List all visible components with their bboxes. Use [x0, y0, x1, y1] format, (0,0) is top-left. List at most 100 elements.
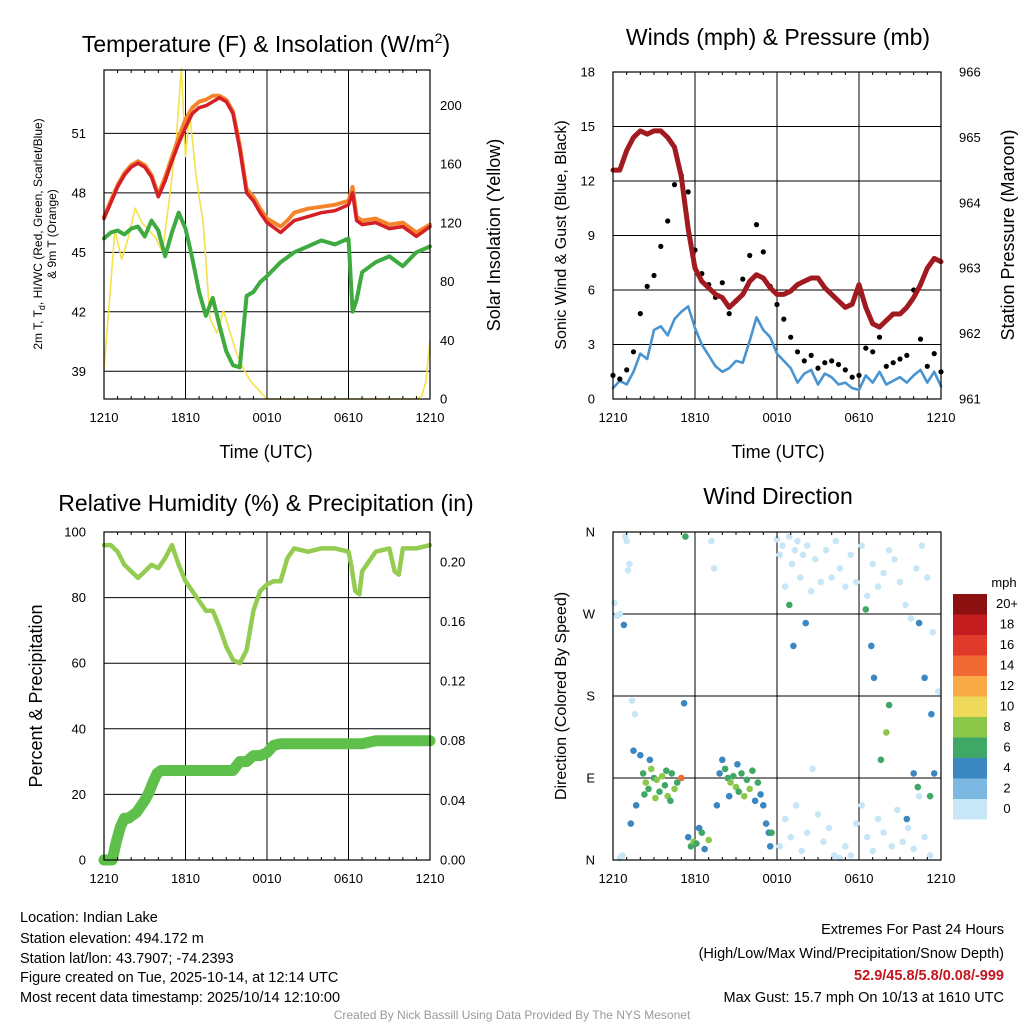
gust-point [781, 316, 787, 322]
direction-point [667, 797, 674, 805]
dewpoint-line [102, 210, 432, 370]
direction-point [642, 779, 650, 786]
gust-point [671, 182, 678, 188]
gust-point [740, 276, 746, 282]
direction-point [751, 797, 759, 805]
colorbar-label: 12 [1000, 678, 1014, 693]
temp-right-y-tick-label: 80 [440, 274, 454, 289]
humidity-panel: 1210 1810 0010 0610 1210 0 20 40 60 80 100 0.00 0.04… [64, 525, 465, 887]
temp-y-label-line2: & 9m T (Orange) [45, 189, 59, 279]
direction-point [768, 829, 775, 836]
direction-point [809, 765, 816, 773]
colorbar-label: 4 [1003, 760, 1010, 775]
colorbar-swatch [953, 614, 987, 635]
humidity-left-y-tick-label: 0 [79, 853, 86, 868]
direction-point [786, 533, 793, 540]
direction-point [888, 843, 896, 850]
direction-point [831, 852, 838, 859]
gust-point [637, 311, 643, 317]
gust-point [760, 249, 766, 255]
temperature-panel: 1210 1810 0010 0610 1210 39 42 45 48 51 0 40 80 120 16… [72, 67, 462, 425]
direction-point [926, 792, 934, 800]
direction-panel-title: Wind Direction [703, 483, 853, 509]
direction-point [762, 820, 770, 827]
colorbar-label: 0 [1003, 801, 1010, 816]
winds-y-label: Sonic Wind & Gust (Blue, Black) [553, 120, 570, 349]
direction-point [921, 674, 928, 682]
winds-right-y-tick-label: 961 [959, 392, 981, 407]
direction-point [880, 569, 887, 577]
direction-point [611, 599, 618, 607]
direction-point [807, 587, 815, 595]
gust-point [788, 334, 794, 340]
winds-panel: 1210 1810 0010 0610 1210 0 3 6 9 12 15 18 961 962 963 9… [581, 65, 981, 426]
direction-point [902, 601, 909, 609]
direction-point [624, 567, 632, 574]
direction-point [627, 820, 635, 827]
colorbar-swatch [953, 676, 987, 697]
temp-x-tick-label: 1210 [90, 410, 119, 425]
winds-left-y-tick-label: 18 [581, 65, 595, 80]
direction-y-tick-label: N [586, 525, 595, 540]
pressure-line [610, 128, 944, 330]
direction-point [787, 833, 794, 841]
colorbar-label: 2 [1003, 781, 1010, 796]
gust-point [808, 352, 814, 358]
direction-point [794, 537, 801, 545]
gust-point [815, 365, 821, 371]
direction-point [929, 628, 937, 636]
humidity-x-tick-label: 1210 [416, 871, 445, 886]
direction-point [803, 542, 811, 549]
winds-x-label: Time (UTC) [731, 442, 824, 462]
temp-right-y-tick-label: 0 [440, 392, 447, 407]
gust-point [747, 252, 753, 259]
direction-point [796, 574, 804, 581]
direction-point [935, 688, 942, 695]
direction-point [921, 833, 928, 841]
temp-x-tick-label: 1210 [416, 410, 445, 425]
humidity-x-tick-label: 1810 [171, 871, 200, 886]
humidity-left-y-tick-label: 40 [72, 721, 86, 736]
gust-point [829, 358, 835, 364]
direction-point [836, 565, 844, 572]
direction-point [930, 770, 938, 777]
winds-left-y-tick-label: 3 [588, 337, 595, 352]
direction-panel: 1210 1810 0010 0610 1210 N E S W N [583, 525, 956, 887]
humidity-panel-title: Relative Humidity (%) & Precipitation (i… [58, 490, 473, 516]
temp-y-label-line1: 2m T, Td, HI/WC (Red, Green, Scarlet/Blu… [31, 118, 47, 349]
direction-point [896, 578, 904, 586]
gust-point [624, 367, 630, 373]
direction-point [915, 619, 923, 627]
gust-point [863, 345, 869, 351]
direction-point [656, 788, 663, 795]
direction-point [820, 838, 827, 846]
temp-left-y-tick-label: 48 [72, 185, 86, 200]
winds-right-y-tick-label: 966 [959, 65, 981, 80]
humidity-right-y-tick-label: 0.16 [440, 614, 465, 629]
direction-point [779, 542, 786, 549]
gust-point [870, 349, 876, 355]
sonic-wind-line [611, 305, 943, 392]
direction-point [858, 802, 865, 809]
direction-point [910, 770, 917, 777]
direction-point [904, 824, 912, 832]
direction-point [877, 756, 885, 764]
colorbar-label: 20+ [996, 596, 1018, 611]
direction-point [749, 767, 756, 774]
gust-point [904, 352, 910, 358]
footer-recent: Most recent data timestamp: 2025/10/14 1… [20, 990, 340, 1006]
winds-left-y-tick-label: 0 [588, 392, 595, 407]
colorbar-swatch [953, 737, 987, 758]
winds-x-tick-label: 0610 [845, 410, 874, 425]
direction-point [645, 785, 652, 793]
direction-point [668, 770, 676, 777]
direction-point [926, 852, 934, 859]
direction-point [735, 788, 742, 795]
direction-point [853, 820, 860, 827]
direction-point [632, 802, 640, 809]
temp-x-tick-label: 0010 [253, 410, 282, 425]
direction-point [727, 779, 734, 786]
direction-point [630, 747, 637, 754]
direction-point [653, 776, 660, 784]
temp-left-y-tick-label: 51 [72, 126, 86, 141]
